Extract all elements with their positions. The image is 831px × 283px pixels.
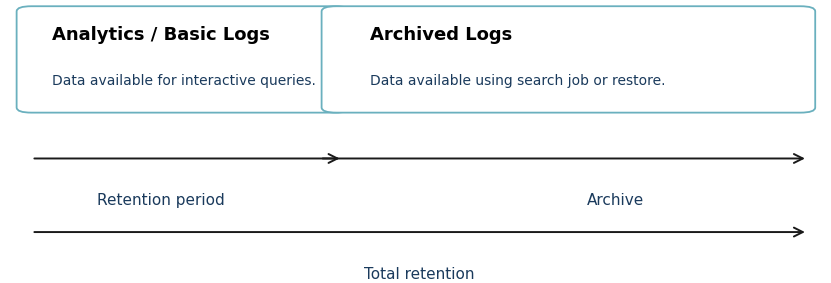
Text: Data available for interactive queries.: Data available for interactive queries. xyxy=(52,74,317,88)
Text: Total retention: Total retention xyxy=(365,267,475,282)
FancyBboxPatch shape xyxy=(17,6,350,113)
Text: Retention period: Retention period xyxy=(97,193,225,209)
Text: Analytics / Basic Logs: Analytics / Basic Logs xyxy=(52,26,270,44)
Text: Data available using search job or restore.: Data available using search job or resto… xyxy=(370,74,666,88)
Text: Archived Logs: Archived Logs xyxy=(370,26,512,44)
FancyBboxPatch shape xyxy=(322,6,815,113)
Text: Archive: Archive xyxy=(588,193,644,209)
